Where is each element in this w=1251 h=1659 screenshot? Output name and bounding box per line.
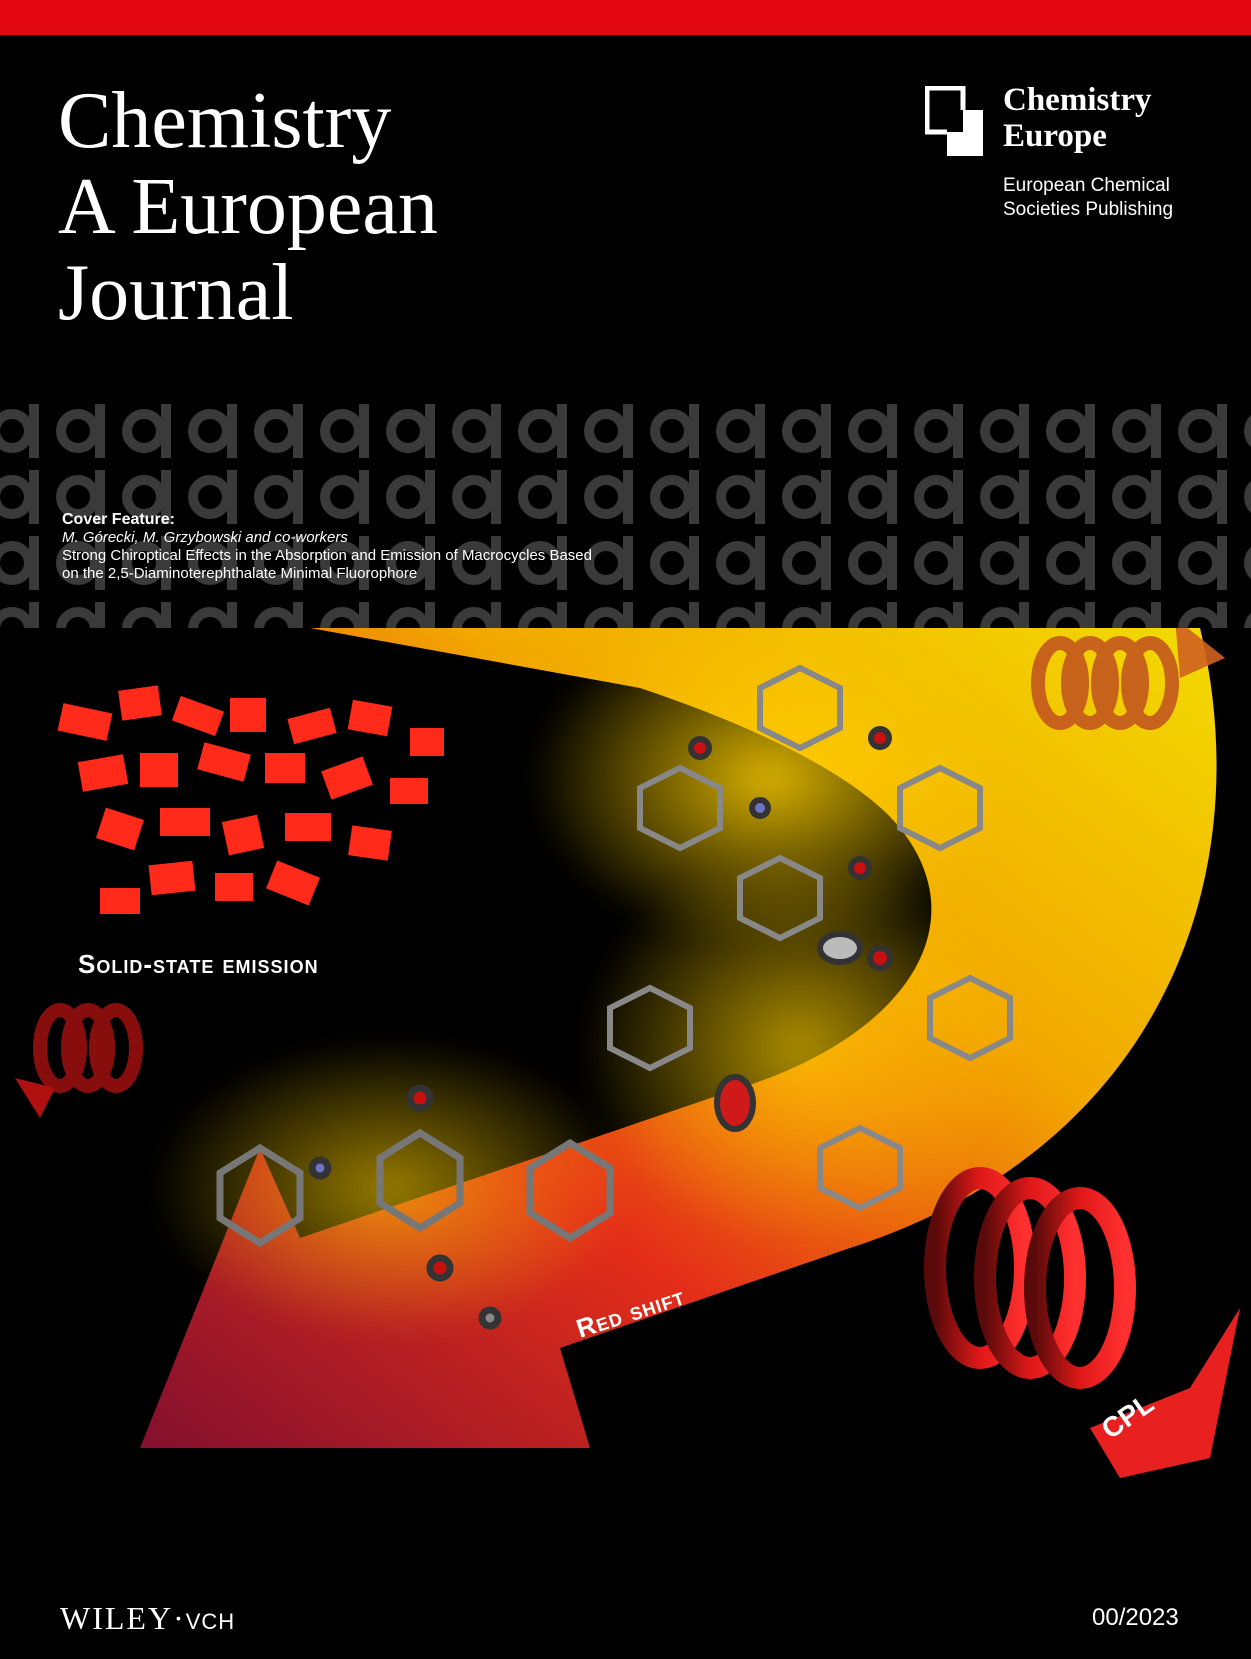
macrocycle-structure-middle (607, 931, 1013, 1212)
pattern-band (0, 400, 1251, 628)
logo-subtitle-line-1: European Chemical (1003, 175, 1170, 196)
top-red-bar (0, 0, 1251, 35)
coil-arrow-bottom-right (924, 1167, 1136, 1389)
cpl-arrow-head (1090, 1308, 1240, 1478)
macrocycle-structure-top (637, 664, 983, 942)
issue-number: 00/2023 (1092, 1604, 1179, 1631)
publisher-separator: · (173, 1600, 186, 1636)
logo-name-line-1: Chemistry (1003, 82, 1152, 118)
coil-arrow-top-right-head (1175, 628, 1225, 678)
chemistry-europe-logo-icon (925, 86, 983, 156)
coil-arrow-top-right (1031, 636, 1179, 730)
logo-name: Chemistry Europe (1003, 82, 1151, 154)
coil-arrow-left-head (15, 1078, 55, 1118)
chemistry-europe-logo: Chemistry Europe European Chemical Socie… (925, 82, 1225, 226)
cover-feature-authors: M. Górecki, M. Grzybowski and co-workers (62, 529, 348, 546)
journal-title-line-1: Chemistry (58, 77, 392, 165)
solid-state-label: Solid-state emission (78, 949, 319, 979)
journal-title-line-3: Journal (58, 249, 294, 337)
cover-artwork: Solid-state emission (15, 628, 1240, 1478)
journal-title: Chemistry A European Journal (58, 78, 438, 336)
cover-feature-heading: Cover Feature: (62, 511, 175, 528)
wiley-vch-logo: WILEY·VCH (60, 1600, 235, 1637)
crystals-image (57, 685, 444, 914)
logo-subtitle-line-2: Societies Publishing (1003, 199, 1174, 220)
publisher-suffix: VCH (185, 1609, 236, 1634)
coil-arrow-left (33, 1003, 143, 1093)
logo-subtitle: European Chemical Societies Publishing (1003, 174, 1173, 222)
journal-title-line-2: A European (58, 163, 438, 251)
publisher-name: WILEY (60, 1600, 174, 1636)
logo-name-line-2: Europe (1003, 118, 1107, 154)
cover-feature-title-line-2: on the 2,5-Diaminoterephthalate Minimal … (62, 565, 418, 582)
cover-feature: Cover Feature: M. Górecki, M. Grzybowski… (62, 511, 592, 583)
cover-feature-title-line-1: Strong Chiroptical Effects in the Absorp… (62, 547, 592, 564)
molecule-ball-and-stick (216, 1084, 614, 1330)
